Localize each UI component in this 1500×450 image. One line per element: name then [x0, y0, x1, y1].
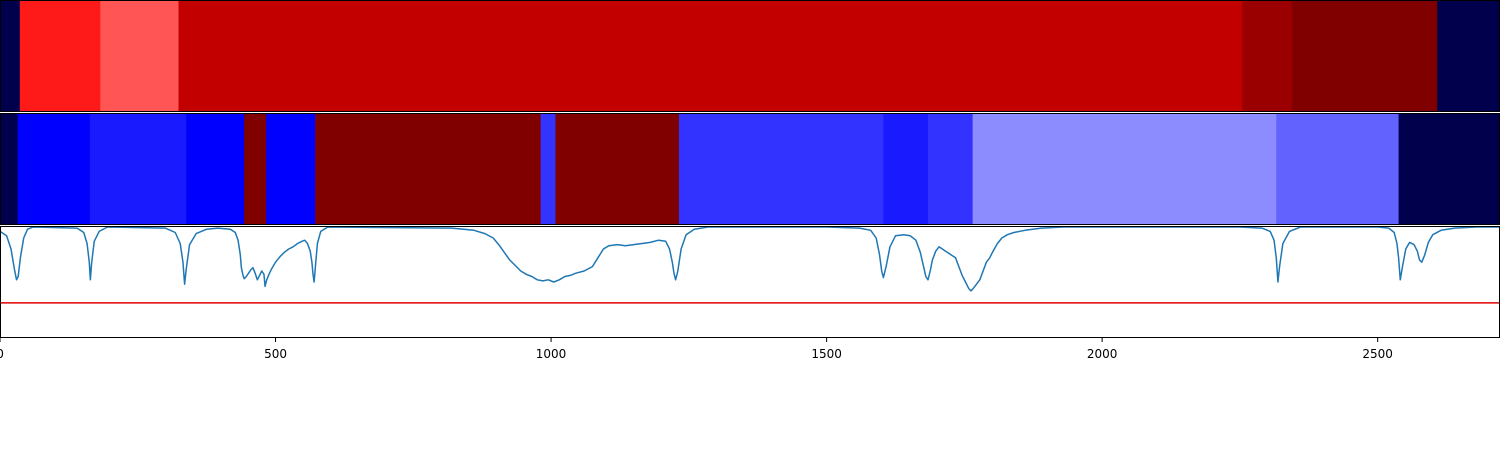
lower-segment-track-segment — [927, 113, 974, 225]
x-tick-label: 2000 — [1087, 347, 1118, 361]
x-tick-label: 1000 — [536, 347, 567, 361]
upper-segment-track-segment — [19, 0, 101, 112]
lower-segment-track-segment — [244, 113, 267, 225]
lower-segment-track-segment — [266, 113, 316, 225]
lower-segment-track-segment — [1398, 113, 1500, 225]
upper-segment-track — [0, 0, 1500, 112]
x-tick-label: 1500 — [811, 347, 842, 361]
x-tick-label: 2500 — [1362, 347, 1393, 361]
upper-segment-track-segment — [1242, 0, 1293, 112]
x-axis: 0 500 1000 1500 2000 2500 — [0, 338, 1393, 361]
x-tick-label: 0 — [0, 347, 4, 361]
lower-segment-track-segment — [315, 113, 542, 225]
lower-segment-track-segment — [972, 113, 1277, 225]
signal-panel-background — [0, 226, 1500, 338]
signal-panel — [0, 226, 1500, 338]
upper-segment-track-segment — [100, 0, 180, 112]
x-tick-label: 500 — [264, 347, 287, 361]
lower-segment-track-segment — [17, 113, 91, 225]
upper-segment-track-segment — [178, 0, 1243, 112]
lower-segment-track-segment — [883, 113, 929, 225]
lower-segment-track-segment — [555, 113, 680, 225]
upper-segment-track-segment — [1437, 0, 1500, 112]
lower-segment-track-segment — [678, 113, 884, 225]
lower-segment-track-segment — [1276, 113, 1400, 225]
lower-segment-track-segment — [89, 113, 187, 225]
lower-segment-track-segment — [540, 113, 557, 225]
upper-segment-track-segment — [0, 0, 21, 112]
lower-segment-track — [0, 113, 1500, 225]
lower-segment-track-segment — [186, 113, 245, 225]
lower-segment-track-segment — [0, 113, 19, 225]
upper-segment-track-segment — [1292, 0, 1438, 112]
